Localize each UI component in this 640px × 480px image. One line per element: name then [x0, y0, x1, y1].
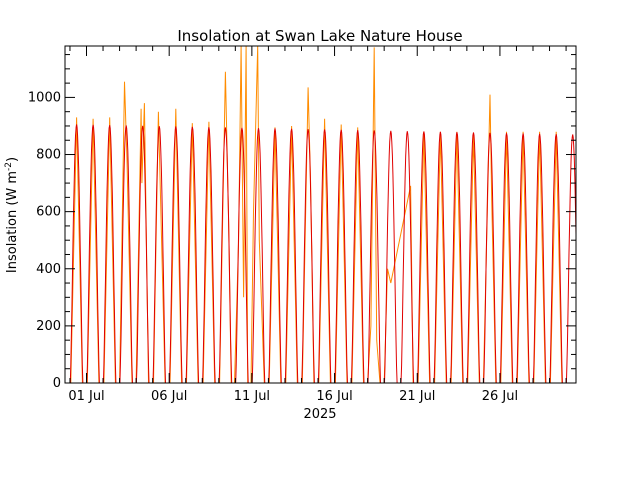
y-axis-label-close: )	[5, 157, 20, 162]
x-tick-label: 21 Jul	[399, 389, 435, 404]
y-axis: 0 200 400 600 800 1000	[28, 54, 576, 391]
clear-sky-insolation-line	[68, 124, 576, 383]
x-tick-label: 06 Jul	[151, 389, 187, 404]
x-tick-label: 01 Jul	[68, 389, 104, 404]
y-tick-label: 1000	[28, 90, 61, 105]
y-axis-label: Insolation (W m-2)	[4, 157, 20, 273]
y-axis-label-main: Insolation (W m	[5, 171, 20, 273]
y-tick-label: 400	[36, 262, 61, 277]
y-tick-label: 200	[36, 319, 61, 334]
chart-title: Insolation at Swan Lake Nature House	[177, 27, 462, 45]
y-tick-label: 800	[36, 148, 61, 163]
y-tick-label: 600	[36, 205, 61, 220]
x-tick-label: 26 Jul	[482, 389, 518, 404]
x-axis-year-label: 2025	[303, 407, 336, 422]
y-axis-label-superscript: -2	[4, 162, 14, 171]
measured-insolation-line	[65, 46, 576, 383]
x-tick-label: 16 Jul	[316, 389, 352, 404]
y-tick-label: 0	[53, 376, 61, 391]
series-layer	[65, 46, 576, 383]
x-tick-label: 11 Jul	[234, 389, 270, 404]
x-axis: 01 Jul 06 Jul 11 Jul 16 Jul 21 Jul 26 Jul	[68, 46, 567, 404]
plot-frame	[64, 45, 577, 384]
